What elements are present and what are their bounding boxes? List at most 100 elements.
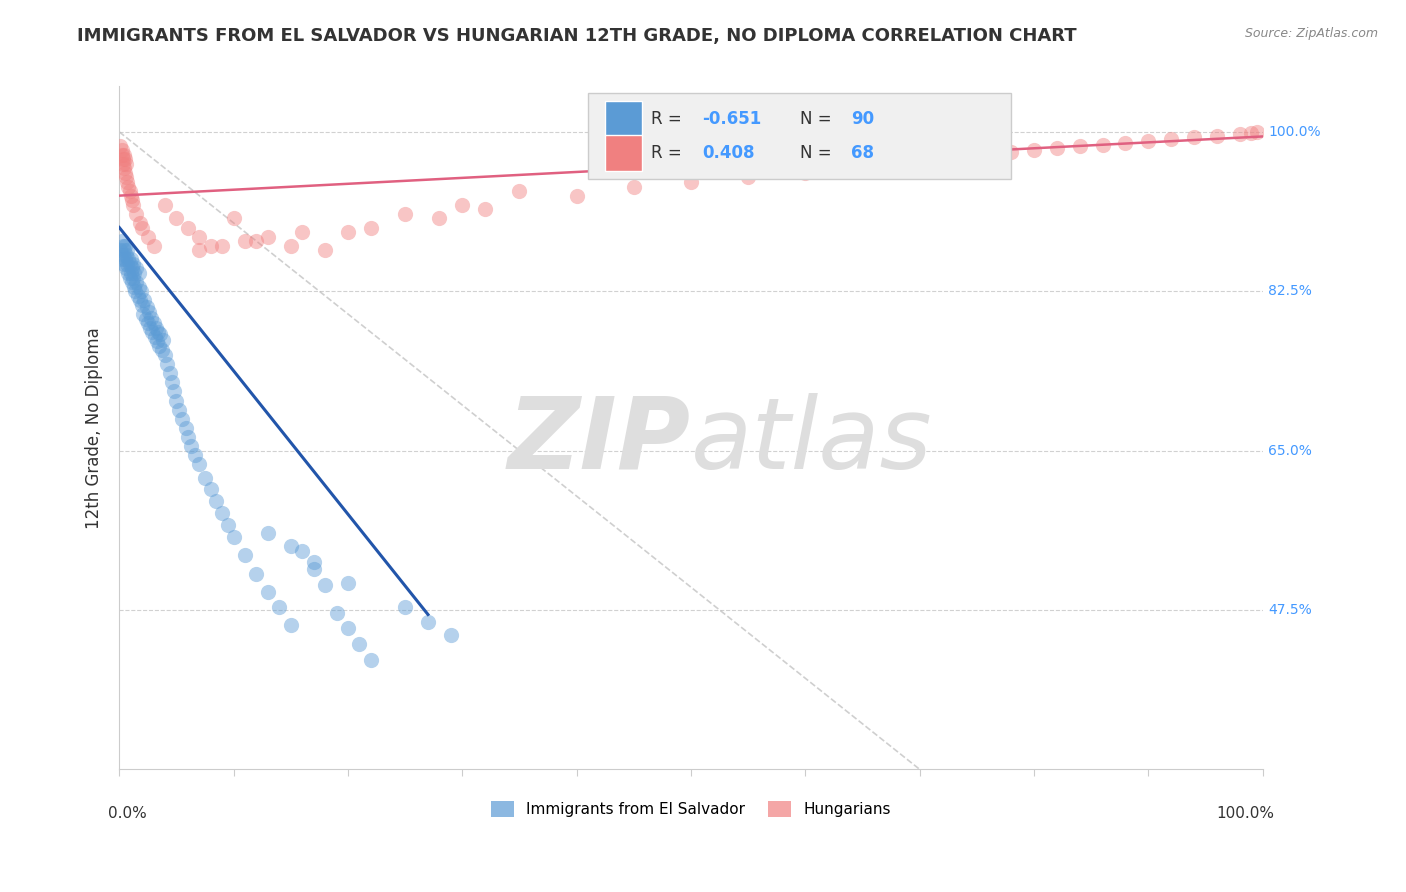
Point	[416, 615, 439, 629]
Point	[118, 270, 141, 285]
Text: atlas: atlas	[690, 393, 932, 490]
Point	[1046, 141, 1069, 155]
Point	[120, 252, 142, 267]
Point	[360, 653, 382, 667]
Point	[110, 147, 132, 161]
Point	[112, 257, 135, 271]
Point	[112, 147, 135, 161]
Point	[451, 198, 474, 212]
Point	[679, 175, 702, 189]
Point	[117, 266, 139, 280]
Point	[120, 266, 142, 280]
Point	[128, 293, 150, 308]
Point	[111, 152, 134, 166]
Point	[128, 266, 150, 280]
Point	[117, 252, 139, 267]
Point	[280, 238, 302, 252]
Legend: Immigrants from El Salvador, Hungarians: Immigrants from El Salvador, Hungarians	[485, 795, 897, 823]
Point	[565, 188, 588, 202]
Point	[156, 357, 179, 371]
Point	[111, 248, 134, 262]
Point	[149, 326, 172, 341]
Point	[141, 310, 163, 325]
Point	[863, 157, 886, 171]
Point	[394, 207, 416, 221]
Point	[1137, 134, 1160, 148]
Point	[153, 348, 176, 362]
Point	[138, 305, 160, 319]
Point	[163, 384, 186, 399]
Point	[115, 157, 138, 171]
Point	[110, 138, 132, 153]
Point	[336, 225, 359, 239]
Point	[908, 152, 931, 166]
Point	[474, 202, 496, 217]
Point	[1000, 145, 1022, 159]
Point	[817, 163, 839, 178]
Point	[257, 584, 280, 599]
Point	[200, 482, 222, 496]
Point	[1160, 132, 1182, 146]
Point	[124, 285, 146, 299]
Point	[146, 334, 169, 349]
Point	[205, 493, 228, 508]
Point	[174, 421, 197, 435]
Point	[142, 238, 165, 252]
Point	[184, 448, 207, 462]
Point	[115, 261, 138, 276]
Point	[302, 562, 325, 576]
Point	[257, 525, 280, 540]
Point	[233, 234, 256, 248]
Point	[280, 539, 302, 553]
Point	[121, 275, 143, 289]
Point	[131, 220, 153, 235]
Point	[117, 244, 139, 258]
Point	[110, 143, 132, 157]
Point	[110, 244, 132, 258]
Point	[122, 266, 145, 280]
Text: 100.0%: 100.0%	[1216, 805, 1274, 821]
Point	[114, 152, 136, 166]
Text: 100.0%: 100.0%	[1268, 125, 1322, 139]
Point	[150, 343, 173, 358]
Point	[211, 238, 233, 252]
Point	[172, 411, 194, 425]
Point	[217, 518, 239, 533]
Point	[291, 225, 314, 239]
Point	[1240, 126, 1263, 140]
Point	[245, 234, 267, 248]
Text: 0.408: 0.408	[703, 145, 755, 162]
Point	[233, 549, 256, 563]
Point	[112, 244, 135, 258]
Point	[394, 600, 416, 615]
Point	[148, 339, 170, 353]
Point	[115, 248, 138, 262]
Point	[122, 198, 145, 212]
Point	[129, 285, 152, 299]
Point	[1246, 125, 1268, 139]
Text: N =: N =	[800, 110, 837, 128]
Text: 68: 68	[851, 145, 875, 162]
Point	[159, 366, 181, 380]
Text: 65.0%: 65.0%	[1268, 443, 1312, 458]
Point	[302, 555, 325, 569]
Point	[1114, 136, 1136, 150]
Point	[794, 166, 817, 180]
Point	[188, 229, 211, 244]
Point	[128, 216, 150, 230]
Point	[280, 618, 302, 632]
Point	[1182, 130, 1205, 145]
Point	[139, 320, 162, 334]
Point	[314, 578, 336, 592]
Point	[117, 175, 139, 189]
Point	[1022, 143, 1045, 157]
Point	[180, 439, 202, 453]
Point	[117, 257, 139, 271]
Point	[110, 234, 132, 248]
Point	[125, 261, 148, 276]
Text: 90: 90	[851, 110, 875, 128]
Point	[125, 275, 148, 289]
Point	[132, 307, 155, 321]
Point	[127, 289, 149, 303]
Text: 82.5%: 82.5%	[1268, 285, 1312, 298]
